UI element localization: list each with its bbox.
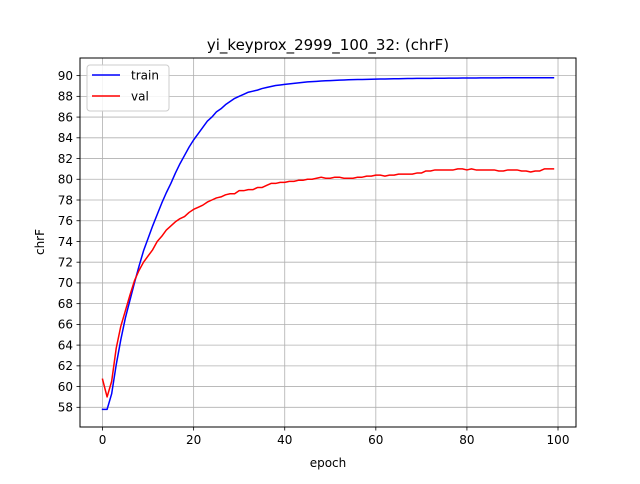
y-tick-label: 88 [58, 90, 73, 104]
y-tick-label: 72 [58, 255, 73, 269]
y-tick-label: 86 [58, 110, 73, 124]
y-tick-label: 58 [58, 401, 73, 415]
x-tick-label: 100 [547, 433, 570, 447]
chart-title: yi_keyprox_2999_100_32: (chrF) [207, 36, 449, 55]
y-axis-label: chrF [33, 229, 47, 255]
grid [80, 58, 576, 427]
y-tick-label: 68 [58, 297, 73, 311]
y-tick-label: 90 [58, 69, 73, 83]
y-tick-label: 70 [58, 276, 73, 290]
y-tick-label: 84 [58, 131, 73, 145]
x-tick-label: 40 [277, 433, 292, 447]
y-tick-label: 74 [58, 235, 73, 249]
legend-box [86, 64, 170, 112]
y-tick-label: 78 [58, 193, 73, 207]
y-tick-label: 60 [58, 380, 73, 394]
series-lines [101, 76, 555, 411]
series-line-train [101, 76, 555, 411]
x-tick-label: 60 [368, 433, 383, 447]
y-tick-label: 62 [58, 359, 73, 373]
x-axis-label: epoch [310, 456, 347, 470]
x-tick-label: 80 [459, 433, 474, 447]
plot-frame [79, 57, 577, 428]
legend-label-train: train [131, 69, 159, 83]
x-tick-label: 0 [99, 433, 107, 447]
series-line-val [101, 168, 555, 398]
y-tick-label: 82 [58, 152, 73, 166]
legend-label-val: val [131, 90, 149, 104]
legend: train val [86, 64, 170, 112]
y-tick-label: 66 [58, 318, 73, 332]
y-tick-label: 76 [58, 214, 73, 228]
y-tick-label: 64 [58, 338, 73, 352]
x-tick-label: 20 [186, 433, 201, 447]
ticks: 0 20 40 60 80 100 58 60 62 64 66 68 70 72 74 76 78 80 82 84… [58, 69, 570, 447]
y-tick-label: 80 [58, 173, 73, 187]
